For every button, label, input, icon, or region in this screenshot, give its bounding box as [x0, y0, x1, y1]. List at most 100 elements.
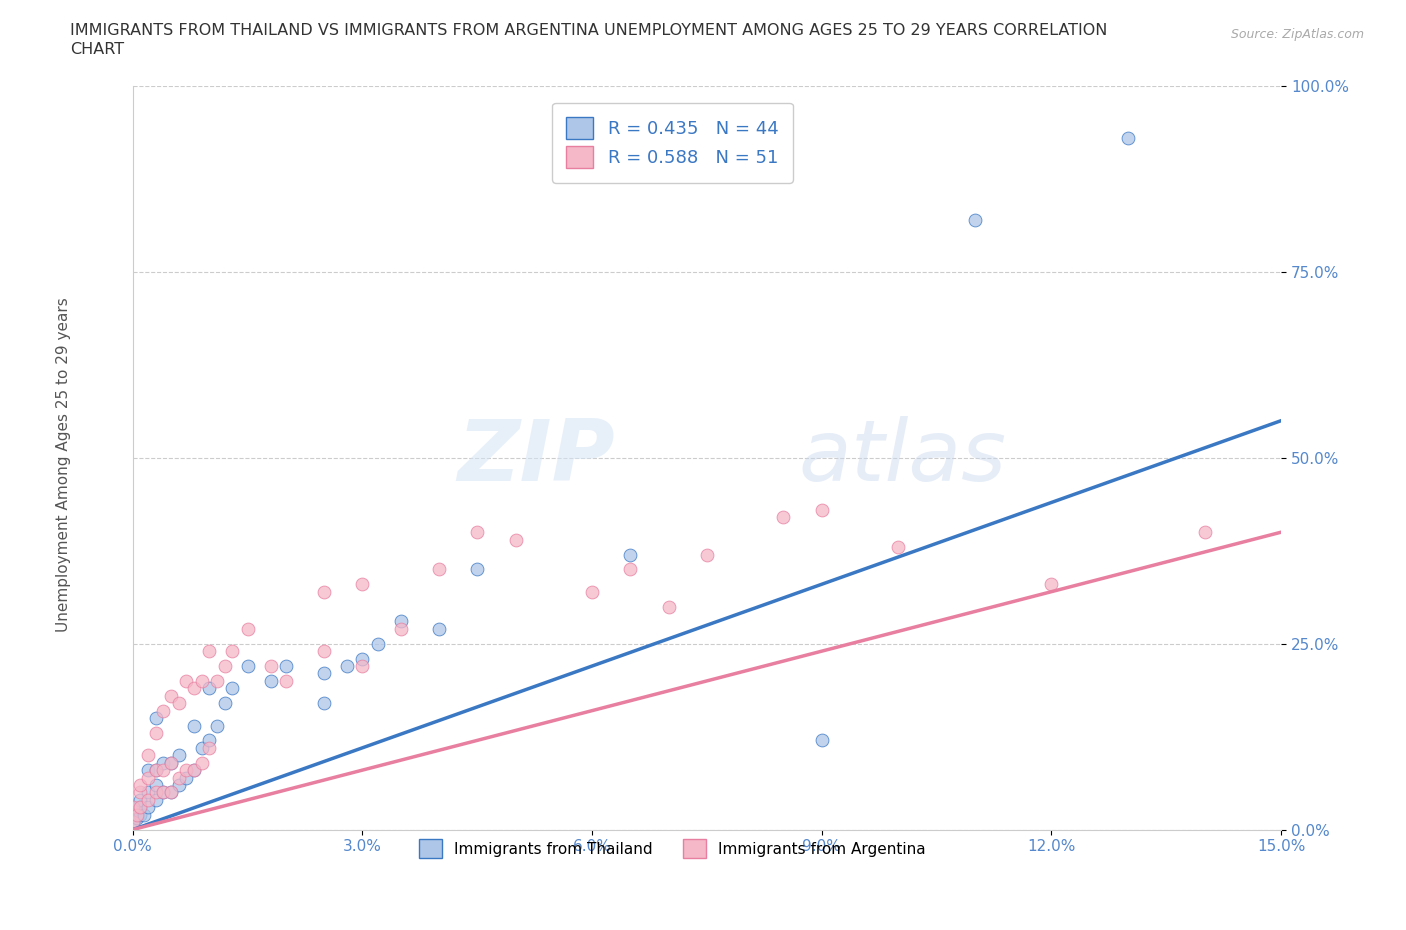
Point [145, 763, 167, 777]
Point [274, 673, 297, 688]
Point [214, 696, 236, 711]
Point [427, 562, 450, 577]
Point [314, 666, 336, 681]
Point [259, 658, 281, 673]
Point [190, 755, 212, 770]
Point [152, 785, 174, 800]
Point [198, 644, 221, 658]
Point [152, 785, 174, 800]
Point [465, 562, 488, 577]
Point [581, 584, 603, 599]
Point [121, 800, 143, 815]
Point [167, 696, 190, 711]
Point [121, 807, 143, 822]
Point [963, 212, 986, 227]
Point [129, 792, 152, 807]
Point [145, 792, 167, 807]
Point [136, 770, 159, 785]
Point [190, 740, 212, 755]
Point [167, 748, 190, 763]
Point [160, 688, 183, 703]
Legend: Immigrants from Thailand, Immigrants from Argentina: Immigrants from Thailand, Immigrants fro… [406, 827, 938, 870]
Point [236, 658, 259, 673]
Point [619, 547, 641, 562]
Point [198, 733, 221, 748]
Point [259, 673, 281, 688]
Point [129, 800, 152, 815]
Point [183, 718, 205, 733]
Point [274, 658, 297, 673]
Point [121, 815, 143, 830]
Text: atlas: atlas [799, 417, 1007, 499]
Text: Unemployment Among Ages 25 to 29 years: Unemployment Among Ages 25 to 29 years [56, 298, 70, 632]
Point [352, 658, 374, 673]
Point [427, 621, 450, 636]
Point [136, 800, 159, 815]
Point [772, 510, 794, 525]
Point [176, 673, 198, 688]
Point [505, 532, 527, 547]
Point [136, 763, 159, 777]
Point [314, 584, 336, 599]
Point [214, 658, 236, 673]
Point [129, 807, 152, 822]
Point [314, 696, 336, 711]
Point [121, 815, 143, 830]
Point [314, 644, 336, 658]
Point [152, 763, 174, 777]
Point [1194, 525, 1216, 539]
Point [183, 763, 205, 777]
Point [160, 755, 183, 770]
Point [389, 621, 412, 636]
Point [145, 763, 167, 777]
Point [145, 725, 167, 740]
Point [129, 777, 152, 792]
Point [810, 502, 832, 517]
Point [167, 770, 190, 785]
Point [205, 673, 228, 688]
Point [190, 673, 212, 688]
Point [129, 800, 152, 815]
Text: ZIP: ZIP [457, 417, 614, 499]
Point [136, 748, 159, 763]
Point [221, 681, 243, 696]
Point [352, 577, 374, 591]
Point [152, 703, 174, 718]
Point [160, 785, 183, 800]
Point [125, 811, 148, 826]
Point [125, 807, 148, 822]
Point [1040, 577, 1063, 591]
Point [696, 547, 718, 562]
Point [887, 539, 910, 554]
Point [145, 785, 167, 800]
Point [389, 614, 412, 629]
Point [176, 770, 198, 785]
Point [198, 740, 221, 755]
Point [183, 763, 205, 777]
Text: CHART: CHART [70, 42, 124, 57]
Point [658, 599, 681, 614]
Point [136, 785, 159, 800]
Point [160, 785, 183, 800]
Point [465, 525, 488, 539]
Point [129, 785, 152, 800]
Text: Source: ZipAtlas.com: Source: ZipAtlas.com [1230, 28, 1364, 41]
Text: IMMIGRANTS FROM THAILAND VS IMMIGRANTS FROM ARGENTINA UNEMPLOYMENT AMONG AGES 25: IMMIGRANTS FROM THAILAND VS IMMIGRANTS F… [70, 23, 1108, 38]
Point [236, 621, 259, 636]
Point [221, 644, 243, 658]
Point [160, 755, 183, 770]
Point [145, 711, 167, 725]
Point [176, 763, 198, 777]
Point [619, 562, 641, 577]
Point [167, 777, 190, 792]
Point [336, 658, 359, 673]
Point [367, 636, 389, 651]
Point [1116, 131, 1139, 146]
Point [183, 681, 205, 696]
Point [205, 718, 228, 733]
Point [152, 755, 174, 770]
Point [810, 733, 832, 748]
Point [136, 792, 159, 807]
Point [352, 651, 374, 666]
Point [134, 807, 156, 822]
